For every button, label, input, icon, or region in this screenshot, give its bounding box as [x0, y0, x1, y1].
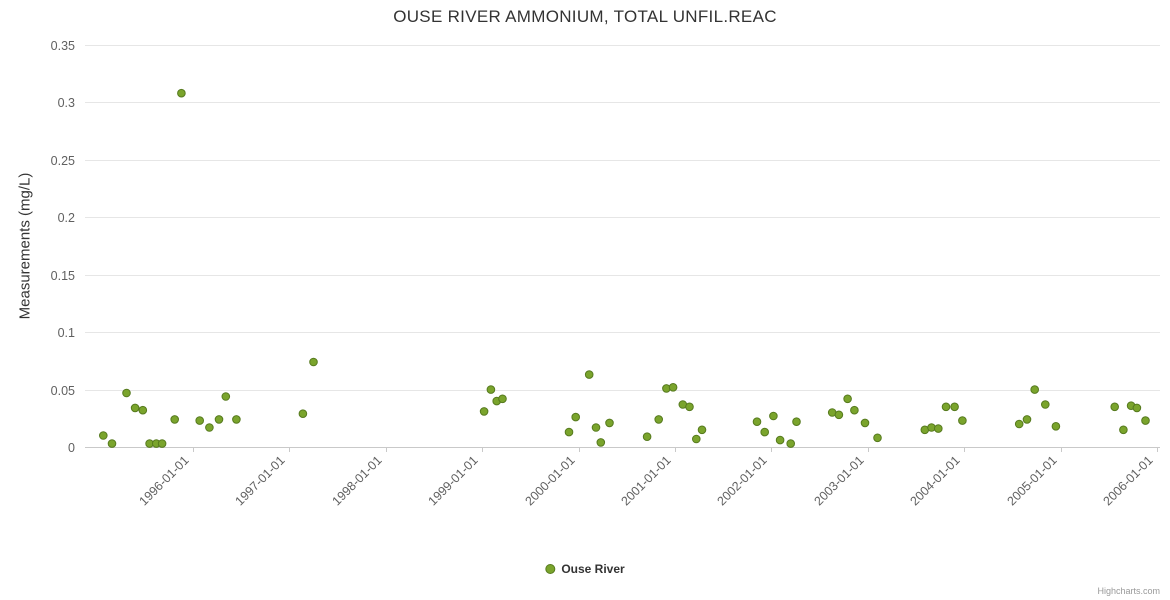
y-axis-tick-label: 0.35: [51, 39, 75, 53]
x-axis-tick-label: 2004-01-01: [908, 453, 963, 508]
x-axis-tick-label: 2001-01-01: [619, 453, 674, 508]
data-point[interactable]: [1110, 402, 1119, 412]
data-point[interactable]: [1141, 416, 1150, 425]
data-point[interactable]: [1119, 425, 1128, 435]
data-point[interactable]: [605, 418, 614, 428]
data-point[interactable]: [1022, 415, 1032, 424]
x-axis-tick-label: 1999-01-01: [426, 453, 481, 508]
data-point[interactable]: [873, 433, 882, 443]
data-point[interactable]: [571, 412, 581, 422]
data-point[interactable]: [486, 385, 496, 394]
data-point[interactable]: [177, 88, 186, 98]
data-point[interactable]: [950, 402, 959, 412]
data-point[interactable]: [685, 402, 694, 412]
data-point[interactable]: [843, 394, 852, 404]
x-axis-tick-label: 2005-01-01: [1005, 453, 1060, 508]
data-point[interactable]: [596, 438, 606, 447]
data-point[interactable]: [309, 357, 318, 367]
data-point[interactable]: [775, 435, 785, 445]
x-axis-tick-label: 2003-01-01: [812, 453, 867, 508]
y-axis-tick-label: 0.05: [51, 384, 75, 398]
data-point[interactable]: [941, 402, 951, 412]
data-point[interactable]: [792, 417, 801, 427]
y-axis-tick-label: 0.2: [58, 211, 75, 225]
data-point[interactable]: [221, 392, 231, 401]
data-point[interactable]: [760, 427, 770, 437]
data-point[interactable]: [934, 424, 943, 433]
x-axis-tick-label: 1998-01-01: [330, 453, 385, 508]
data-point[interactable]: [1041, 400, 1050, 409]
legend-marker-icon: [545, 564, 556, 574]
y-axis-tick-label: 0: [68, 441, 75, 455]
data-point[interactable]: [642, 432, 652, 442]
data-point[interactable]: [298, 409, 308, 419]
data-point[interactable]: [834, 410, 844, 420]
data-point[interactable]: [1132, 403, 1142, 413]
data-point[interactable]: [214, 415, 224, 424]
data-point[interactable]: [138, 405, 148, 415]
data-point[interactable]: [591, 423, 601, 432]
data-point[interactable]: [850, 405, 859, 415]
legend-item-ouse-river[interactable]: Ouse River: [545, 562, 625, 576]
y-axis-tick-label: 0.1: [58, 326, 75, 340]
legend-item-label: Ouse River: [561, 562, 625, 576]
chart-title: OUSE RIVER AMMONIUM, TOTAL UNFIL.REAC: [393, 7, 777, 26]
data-point[interactable]: [697, 425, 707, 435]
x-axis-tick-label: 1996-01-01: [137, 453, 192, 508]
x-axis-tick-label: 2000-01-01: [523, 453, 578, 508]
data-point[interactable]: [195, 416, 204, 425]
data-point[interactable]: [769, 411, 778, 421]
data-point[interactable]: [232, 415, 241, 424]
x-axis-tick-label: 2002-01-01: [715, 453, 770, 508]
data-point[interactable]: [170, 415, 179, 424]
data-point[interactable]: [130, 403, 140, 413]
data-point[interactable]: [958, 416, 967, 425]
data-point[interactable]: [584, 370, 594, 379]
data-point[interactable]: [479, 407, 489, 416]
data-point[interactable]: [107, 439, 117, 448]
data-point[interactable]: [1051, 422, 1061, 431]
data-point[interactable]: [860, 418, 870, 428]
highcharts-credits-link[interactable]: Highcharts.com: [1097, 586, 1160, 596]
data-point[interactable]: [99, 431, 108, 440]
data-point[interactable]: [157, 439, 167, 448]
data-point[interactable]: [654, 415, 664, 424]
x-axis-tick-label: 1997-01-01: [233, 453, 288, 508]
y-axis-tick-label: 0.25: [51, 154, 75, 168]
data-point[interactable]: [1030, 385, 1039, 394]
data-point[interactable]: [122, 388, 131, 398]
data-point[interactable]: [205, 423, 214, 432]
data-point[interactable]: [564, 427, 574, 437]
data-point[interactable]: [1014, 419, 1024, 429]
data-point[interactable]: [786, 439, 796, 448]
x-axis-tick-label: 2006-01-01: [1101, 453, 1156, 508]
y-axis-tick-label: 0.3: [58, 96, 75, 110]
data-point[interactable]: [668, 383, 678, 392]
data-point[interactable]: [692, 434, 701, 444]
y-axis-tick-label: 0.15: [51, 269, 75, 283]
data-point[interactable]: [498, 394, 507, 404]
data-point[interactable]: [752, 417, 762, 427]
